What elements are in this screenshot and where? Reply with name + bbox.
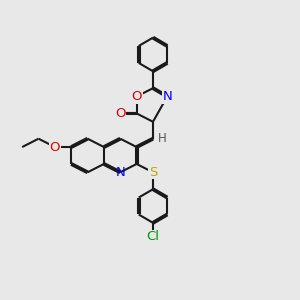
Text: N: N [116,166,125,179]
Text: O: O [131,90,142,103]
Text: H: H [158,132,167,145]
Text: Cl: Cl [146,230,160,243]
Text: N: N [162,90,172,103]
Text: S: S [149,166,157,179]
Text: O: O [50,140,60,154]
Text: O: O [115,107,125,120]
